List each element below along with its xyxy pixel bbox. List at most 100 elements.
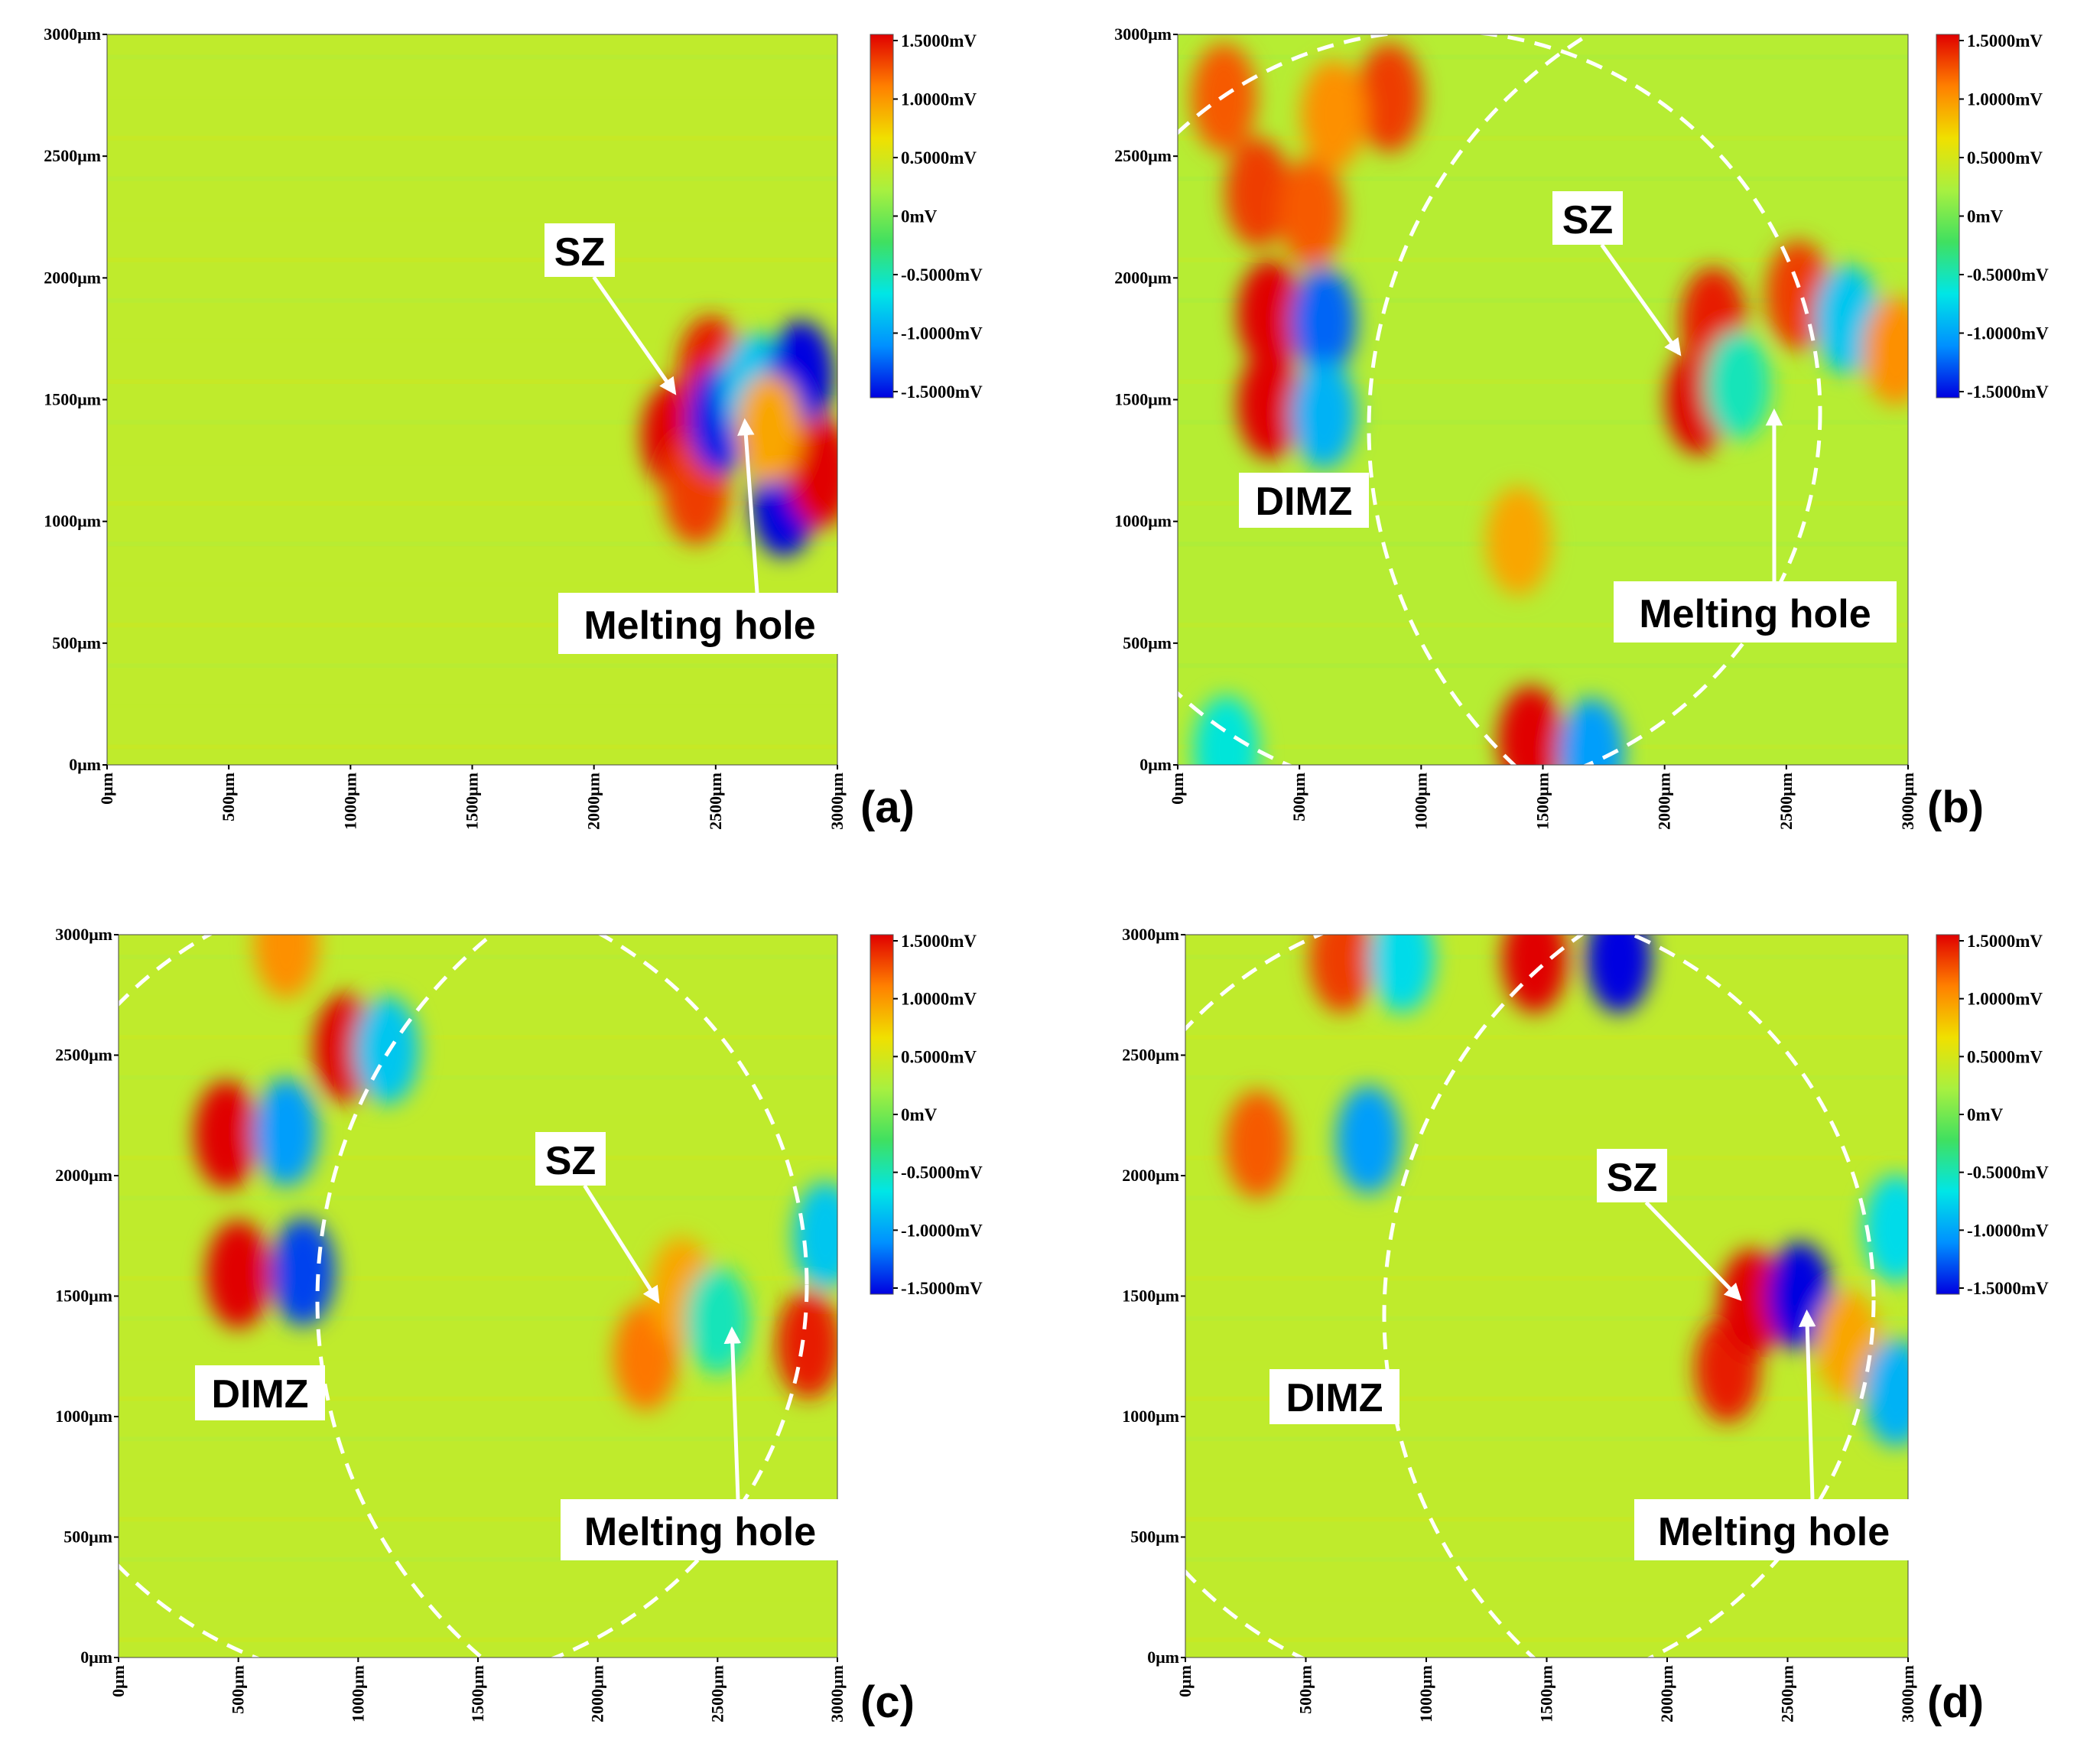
y-tick-label: 1000μm bbox=[1114, 512, 1172, 531]
heatmap-streak bbox=[1185, 1035, 1908, 1040]
panel-c: 0μm 500μm 1000μm 1500μm 2000μm 2500μm 3000μm 0μ… bbox=[55, 925, 983, 1727]
heatmap-streak bbox=[107, 216, 837, 222]
colorbar-tick-label: 1.5000mV bbox=[901, 932, 977, 951]
heatmap-streak bbox=[107, 176, 837, 181]
x-tick-label: 2000μm bbox=[1655, 773, 1674, 830]
colorbar bbox=[870, 34, 894, 399]
y-tick-label: 1500μm bbox=[1114, 390, 1172, 409]
heatmap-streak bbox=[119, 1155, 837, 1160]
heatmap-feature bbox=[1193, 695, 1260, 765]
annotation-box bbox=[558, 593, 841, 654]
sz-arrow bbox=[1644, 1201, 1742, 1301]
x-tick-label: 1000μm bbox=[340, 773, 359, 830]
x-tick-label: 1500μm bbox=[1533, 773, 1552, 830]
heatmap-feature bbox=[1300, 60, 1367, 170]
dimz-boundary-1 bbox=[1185, 935, 1876, 1658]
heatmap-streak bbox=[1178, 54, 1908, 60]
y-tick-label: 0μm bbox=[1139, 755, 1172, 774]
sz-label: SZ bbox=[545, 1139, 596, 1183]
y-tick-label: 3000μm bbox=[44, 24, 101, 44]
dimz-label-box bbox=[1239, 473, 1369, 528]
y-tick-label: 0μm bbox=[80, 1648, 112, 1667]
melting-hole-arrow bbox=[737, 418, 759, 594]
heatmap-streak bbox=[1185, 1356, 1908, 1361]
heatmap-feature bbox=[1815, 1290, 1881, 1399]
heatmap-streak bbox=[119, 955, 837, 960]
x-tick-label: 2500μm bbox=[1778, 1665, 1797, 1723]
heatmap-streak bbox=[1185, 1396, 1908, 1401]
y-tick-label: 1000μm bbox=[1122, 1407, 1179, 1426]
y-tick-label: 2000μm bbox=[1122, 1166, 1179, 1185]
heatmap-streak bbox=[1185, 1196, 1908, 1201]
y-tick-label: 0μm bbox=[69, 755, 101, 774]
sz-label: SZ bbox=[1562, 198, 1613, 242]
dimz-label: DIMZ bbox=[1286, 1376, 1383, 1420]
melting-hole-label: Melting hole bbox=[584, 1510, 816, 1554]
annotation-box bbox=[545, 223, 615, 277]
heatmap-feature bbox=[1291, 267, 1357, 377]
x-tick-label: 500μm bbox=[1296, 1665, 1315, 1714]
x-tick-label: 0μm bbox=[97, 773, 116, 805]
heatmap-streak bbox=[1178, 420, 1908, 425]
colorbar-tick-label: -1.0000mV bbox=[901, 1221, 983, 1240]
colorbar-tick-label: 0mV bbox=[901, 207, 938, 226]
x-tick-label: 2000μm bbox=[584, 773, 603, 830]
heatmap-streak bbox=[119, 1115, 837, 1121]
heatmap-streak bbox=[1178, 623, 1908, 628]
colorbar-tick-label: -0.5000mV bbox=[1967, 1163, 2049, 1183]
x-tick-label: 0μm bbox=[109, 1665, 128, 1697]
dimz-label-box bbox=[1269, 1369, 1399, 1424]
heatmap-streak bbox=[119, 1196, 837, 1201]
colorbar-tick-label: 1.5000mV bbox=[1967, 31, 2043, 50]
y-tick-label: 2500μm bbox=[1122, 1046, 1179, 1065]
y-tick-label: 3000μm bbox=[1114, 24, 1172, 44]
heatmap-streak bbox=[1185, 1235, 1908, 1241]
dimz-boundary-2 bbox=[1382, 935, 1585, 1658]
y-tick-label: 1000μm bbox=[55, 1407, 112, 1426]
y-tick-label: 2500μm bbox=[55, 1046, 112, 1065]
y-tick-label: 2000μm bbox=[44, 268, 101, 287]
heatmap-streak bbox=[1178, 257, 1908, 262]
heatmap-feature bbox=[1237, 259, 1303, 369]
annotation-box bbox=[1552, 191, 1623, 245]
heatmap-streak bbox=[119, 1316, 837, 1321]
heatmap-streak bbox=[107, 542, 837, 547]
heatmap-streak bbox=[1178, 176, 1908, 181]
heatmap-feature bbox=[793, 1181, 837, 1290]
heatmap-streak bbox=[119, 1075, 837, 1080]
heatmap-streak bbox=[1185, 1316, 1908, 1321]
colorbar-tick-label: 0.5000mV bbox=[1967, 148, 2043, 168]
x-tick-label: 0μm bbox=[1175, 1665, 1195, 1697]
heatmap-streak bbox=[1178, 338, 1908, 343]
heatmap-streak bbox=[107, 744, 837, 750]
heatmap-field bbox=[119, 935, 837, 1658]
colorbar bbox=[1936, 934, 1960, 1295]
annotation-box bbox=[1614, 581, 1897, 643]
heatmap-streak bbox=[119, 1035, 837, 1040]
heatmap-feature bbox=[1279, 157, 1345, 268]
heatmap-feature bbox=[1369, 935, 1435, 1013]
colorbar-tick-label: 1.0000mV bbox=[1967, 990, 2043, 1009]
heatmap-feature bbox=[1559, 698, 1625, 765]
heatmap-feature bbox=[254, 1078, 319, 1187]
colorbar-tick-label: 0mV bbox=[1967, 1105, 2004, 1124]
x-tick-label: 500μm bbox=[1289, 773, 1308, 821]
heatmap-streak bbox=[119, 1517, 837, 1522]
x-tick-label: 1500μm bbox=[463, 773, 482, 830]
heatmap-streak bbox=[107, 460, 837, 466]
heatmap-feature bbox=[736, 374, 802, 484]
x-tick-label: 3000μm bbox=[1898, 1665, 1917, 1723]
heatmap-streak bbox=[119, 1356, 837, 1361]
heatmap-field bbox=[1178, 34, 1908, 765]
panel-label: (d) bbox=[1927, 1677, 1984, 1727]
x-tick-label: 2500μm bbox=[1777, 773, 1796, 830]
heatmap-field bbox=[1185, 935, 1908, 1658]
heatmap-streak bbox=[119, 1597, 837, 1602]
x-tick-label: 1500μm bbox=[1537, 1665, 1556, 1723]
heatmap-streak bbox=[107, 420, 837, 425]
heatmap-feature bbox=[206, 1220, 271, 1329]
heatmap-streak bbox=[1178, 379, 1908, 384]
panel-label: (c) bbox=[860, 1677, 915, 1727]
heatmap-feature bbox=[1291, 359, 1357, 470]
melting-hole-arrow bbox=[723, 1326, 742, 1500]
